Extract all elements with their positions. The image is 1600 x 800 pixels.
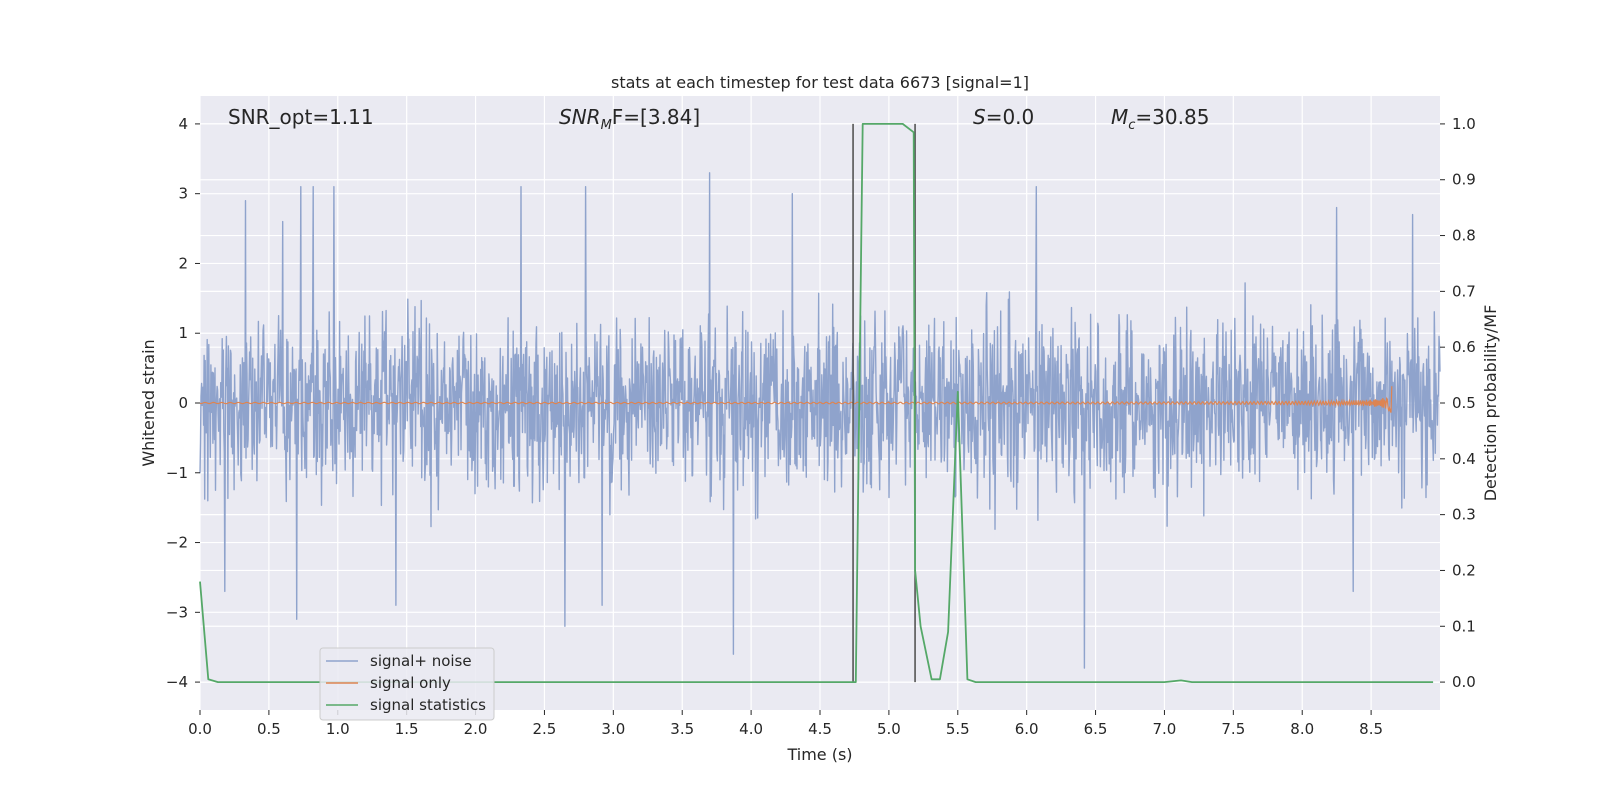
y2-tick-label: 0.2 [1452, 561, 1476, 579]
x-tick-label: 5.0 [877, 720, 901, 738]
signal-noise-line [199, 172, 1441, 669]
y2-tick-label: 0.6 [1452, 338, 1476, 356]
x-tick-label: 8.5 [1359, 720, 1383, 738]
y-axis-label: Whitened strain [139, 339, 158, 466]
signal-only-line [199, 386, 1393, 413]
x-tick-label: 7.5 [1221, 720, 1245, 738]
y-tick-label: 2 [178, 254, 188, 272]
x-tick-label: 6.5 [1084, 720, 1108, 738]
x-tick-label: 4.5 [808, 720, 832, 738]
y2-tick-label: 0.9 [1452, 171, 1476, 189]
y2-tick-label: 1.0 [1452, 115, 1476, 133]
signal-statistics-series [199, 123, 1434, 683]
chart-title: stats at each timestep for test data 667… [611, 73, 1029, 92]
y-tick-label: 1 [178, 324, 188, 342]
legend-box [319, 647, 495, 721]
x-tick-label: 0.0 [188, 720, 212, 738]
x-tick-label: 0.5 [257, 720, 281, 738]
y2-axis-ticks: 0.0 0.1 0.2 0.3 0.4 0.5 0.6 0.7 0.8 0.9 1.0 [1440, 115, 1476, 691]
x-tick-label: 2.0 [464, 720, 488, 738]
x-tick-label: 1.0 [326, 720, 350, 738]
x-tick-label: 1.5 [395, 720, 419, 738]
signal-statistics-line [199, 123, 1434, 683]
x-tick-label: 5.5 [946, 720, 970, 738]
legend-label-statistics: signal statistics [370, 696, 486, 714]
annotation-s: S=0.0 [973, 105, 1034, 129]
annotation-snr-opt: SNR_opt=1.11 [228, 105, 374, 129]
signal-only-series [199, 386, 1393, 413]
y-tick-label: 0 [178, 394, 188, 412]
y2-tick-label: 0.8 [1452, 227, 1476, 245]
x-tick-label: 4.0 [739, 720, 763, 738]
y2-tick-label: 0.3 [1452, 506, 1476, 524]
annotation-snr-mf: SNRMF=[3.84] [559, 105, 700, 133]
y2-tick-label: 0.1 [1452, 617, 1476, 635]
y2-tick-label: 0.0 [1452, 673, 1476, 691]
y-axis-ticks: −4 −3 −2 −1 0 1 2 3 4 [166, 115, 200, 691]
x-tick-label: 7.0 [1153, 720, 1177, 738]
y-tick-label: −3 [166, 603, 188, 621]
y2-axis-label: Detection probability/MF [1481, 305, 1500, 502]
y2-tick-label: 0.5 [1452, 394, 1476, 412]
annotation-mc: Mc=30.85 [1111, 105, 1209, 133]
signal-noise-series [199, 172, 1441, 669]
legend-label-signal-only: signal only [370, 674, 451, 692]
x-tick-label: 3.0 [601, 720, 625, 738]
x-axis-label: Time (s) [786, 745, 852, 764]
y2-tick-label: 0.7 [1452, 282, 1476, 300]
x-axis-ticks: 0.0 0.5 1.0 1.5 2.0 2.5 3.0 3.5 4.0 4.5 5.0 5.5 6.0 6… [188, 710, 1383, 738]
y-tick-label: 3 [178, 185, 188, 203]
y-tick-label: −2 [166, 534, 188, 552]
x-tick-label: 3.5 [670, 720, 694, 738]
y-tick-label: 4 [178, 115, 188, 133]
y-tick-label: −4 [166, 673, 188, 691]
legend-label-noise: signal+ noise [370, 652, 472, 670]
x-tick-label: 6.0 [1015, 720, 1039, 738]
y2-tick-label: 0.4 [1452, 450, 1476, 468]
y-tick-label: −1 [166, 464, 188, 482]
legend: signal+ noise signal only signal statist… [319, 647, 495, 721]
x-tick-label: 8.0 [1290, 720, 1314, 738]
x-tick-label: 2.5 [533, 720, 557, 738]
